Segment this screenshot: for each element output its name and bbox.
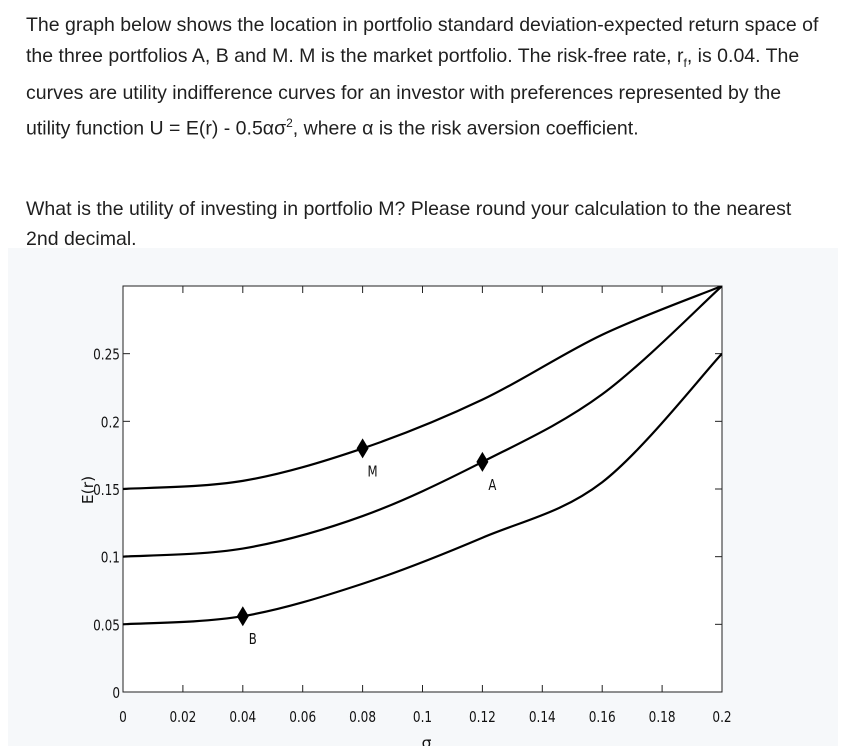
portfolio-label-b: B — [249, 632, 257, 649]
question-text: The graph below shows the location in po… — [26, 10, 826, 144]
x-tick-label: 0.04 — [229, 709, 256, 727]
y-tick-label: 0.05 — [93, 617, 120, 635]
question-paragraph-1: The graph below shows the location in po… — [26, 10, 826, 144]
y-axis-label: E(r) — [79, 476, 97, 504]
y-tick-label: 0.2 — [101, 414, 120, 432]
indifference-curve-2 — [123, 286, 722, 558]
x-tick-label: 0.06 — [289, 709, 316, 727]
question-text-part-1: The graph below shows the location in po… — [26, 14, 819, 67]
x-tick-label: 0.18 — [649, 709, 676, 727]
indifference-curve-1 — [123, 286, 722, 491]
question-text-part-2: , is 0.04. The curves are utility indiff… — [26, 44, 800, 140]
portfolio-label-m: M — [368, 464, 378, 481]
x-tick-label: 0.1 — [413, 709, 432, 727]
y-tick-label: 0.1 — [101, 549, 120, 567]
y-tick-label: 0.25 — [93, 346, 120, 364]
x-tick-label: 0 — [119, 709, 127, 727]
superscript-2: 2 — [286, 116, 293, 131]
question-paragraph-2: What is the utility of investing in port… — [26, 174, 826, 274]
y-tick-label: 0.15 — [93, 482, 120, 500]
x-tick-label: 0.14 — [529, 709, 556, 727]
question-text-part-3: , where α is the risk aversion coefficie… — [292, 117, 639, 140]
portfolio-label-a: A — [488, 478, 497, 495]
x-tick-label: 0.2 — [712, 709, 731, 727]
question-prompt: What is the utility of investing in port… — [26, 197, 792, 251]
x-tick-label: 0.08 — [349, 709, 376, 727]
portfolio-point-m — [356, 438, 369, 459]
portfolio-point-b — [236, 606, 249, 627]
x-tick-label: 0.12 — [469, 709, 496, 727]
x-axis-label: σ — [422, 734, 432, 746]
y-tick-label: 0 — [112, 685, 120, 703]
x-tick-label: 0.16 — [589, 709, 616, 727]
plot-area-frame — [122, 285, 723, 693]
subscript-f: f — [683, 55, 687, 70]
portfolio-point-a — [476, 451, 489, 472]
x-tick-label: 0.02 — [169, 709, 196, 727]
